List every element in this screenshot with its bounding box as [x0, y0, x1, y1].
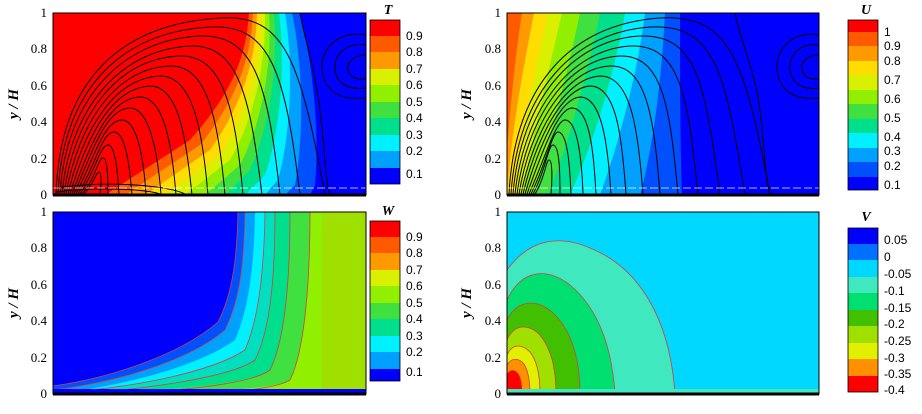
y-tick-label: 0.2 — [485, 151, 501, 166]
colorbar-tick: -0.4 — [884, 383, 905, 397]
y-tick-label: 0 — [495, 187, 502, 202]
colorbar-tick: -0.05 — [884, 267, 912, 281]
u-velocity-contour-field — [507, 13, 819, 195]
y-tick-label: 0.6 — [31, 78, 48, 93]
y-tick-label: 0.4 — [485, 114, 502, 129]
y-tick-label: 0.2 — [31, 151, 47, 166]
u-velocity-streamlines — [508, 13, 819, 195]
colorbar-tick: 0.3 — [406, 329, 423, 343]
y-axis-label: y / H — [459, 287, 475, 320]
colorbar-tick: 0.6 — [406, 78, 423, 92]
colorbar-tick: 0.9 — [406, 230, 423, 244]
temperature-colorbar: T 0.9 0.8 0.7 0.6 0.5 0.4 0.3 0.2 0.1 — [369, 3, 423, 185]
w-velocity-colorbar: W 0.9 0.8 0.7 0.6 0.5 0.4 0.3 0.2 0.1 — [369, 204, 423, 382]
colorbar-tick: 0.9 — [884, 39, 901, 53]
colorbar-tick: 0.6 — [884, 92, 901, 106]
colorbar-tick: 0.6 — [406, 279, 423, 293]
w-velocity-y-axis: 0 0.2 0.4 0.6 0.8 1 y / H — [6, 204, 48, 401]
v-velocity-contour-field — [507, 212, 819, 394]
y-tick-label: 0.4 — [31, 114, 48, 129]
panel-v-velocity: 0 0.2 0.4 0.6 0.8 1 y / H V 0.05 0 -0.05… — [459, 204, 912, 401]
colorbar-tick: -0.1 — [884, 284, 905, 298]
panel-w-velocity: 0 0.2 0.4 0.6 0.8 1 y / H W 0.9 0.8 0.7 … — [6, 204, 423, 401]
colorbar-tick: 0.5 — [406, 296, 423, 310]
colorbar-tick: -0.2 — [884, 317, 905, 331]
colorbar-tick: 0.3 — [884, 144, 901, 158]
colorbar-tick: 0.7 — [406, 62, 423, 76]
colorbar-tick: 0.5 — [884, 111, 901, 125]
v-velocity-isolines — [507, 240, 676, 394]
y-tick-label: 1 — [495, 5, 502, 20]
temperature-contour-field — [53, 13, 366, 195]
y-tick-label: 0.6 — [31, 277, 48, 292]
panel-temperature: 0 0.2 0.4 0.6 0.8 1 y / H T 0.9 0.8 0.7 … — [6, 3, 423, 202]
colorbar-tick: 0.7 — [406, 263, 423, 277]
temperature-streamlines — [55, 13, 366, 195]
panel-u-velocity: 0 0.2 0.4 0.6 0.8 1 y / H U 1 0.9 0.8 — [459, 3, 901, 202]
v-velocity-colorbar: V 0.05 0 -0.05 -0.1 -0.15 -0.2 -0.25 -0.… — [847, 210, 912, 397]
y-tick-label: 0 — [41, 187, 48, 202]
colorbar-tick: 0.2 — [884, 159, 901, 173]
y-tick-label: 0 — [41, 386, 48, 401]
y-tick-label: 0.4 — [485, 313, 502, 328]
colorbar-title: U — [861, 3, 872, 18]
colorbar-tick: 0.1 — [884, 178, 901, 192]
colorbar-tick: 0.3 — [406, 128, 423, 142]
y-tick-label: 0.2 — [485, 350, 501, 365]
y-tick-label: 0 — [495, 386, 502, 401]
colorbar-tick: 0.7 — [884, 73, 901, 87]
colorbar-tick: 0.8 — [406, 246, 423, 260]
y-axis-label: y / H — [6, 287, 22, 320]
colorbar-title: W — [382, 204, 396, 219]
colorbar-tick: -0.3 — [884, 351, 905, 365]
colorbar-tick: 0.9 — [406, 29, 423, 43]
u-velocity-colorbar: U 1 0.9 0.8 0.7 0.6 0.5 0.4 0.3 0.2 0.1 — [847, 3, 901, 192]
colorbar-tick: -0.35 — [884, 367, 912, 381]
y-tick-label: 1 — [41, 5, 48, 20]
u-velocity-y-axis: 0 0.2 0.4 0.6 0.8 1 y / H — [459, 5, 502, 202]
colorbar-tick: 1 — [884, 25, 891, 39]
y-tick-label: 1 — [495, 204, 502, 219]
colorbar-tick: 0.2 — [406, 345, 423, 359]
colorbar-title: V — [861, 210, 872, 225]
y-axis-label: y / H — [6, 88, 22, 121]
colorbar-tick: -0.15 — [884, 301, 912, 315]
v-velocity-y-axis: 0 0.2 0.4 0.6 0.8 1 y / H — [459, 204, 502, 401]
colorbar-tick: 0.05 — [884, 233, 908, 247]
colorbar-tick: 0.1 — [406, 167, 423, 181]
colorbar-tick: -0.25 — [884, 334, 912, 348]
y-tick-label: 0.8 — [485, 240, 501, 255]
colorbar-tick: 0.5 — [406, 95, 423, 109]
y-tick-label: 0.6 — [485, 78, 502, 93]
colorbar-tick: 0.4 — [406, 312, 423, 326]
colorbar-tick: 0.4 — [406, 111, 423, 125]
colorbar-tick: 0.8 — [406, 45, 423, 59]
y-tick-label: 0.8 — [31, 240, 47, 255]
y-tick-label: 0.6 — [485, 277, 502, 292]
y-tick-label: 0.8 — [31, 41, 47, 56]
y-tick-label: 0.4 — [31, 313, 48, 328]
colorbar-tick: 0 — [884, 250, 891, 264]
w-velocity-contour-field — [53, 212, 366, 394]
colorbar-tick: 0.4 — [884, 130, 901, 144]
y-axis-label: y / H — [459, 88, 475, 121]
colorbar-tick: 0.8 — [884, 54, 901, 68]
y-tick-label: 0.8 — [485, 41, 501, 56]
colorbar-tick: 0.2 — [406, 144, 423, 158]
colorbar-title: T — [384, 3, 394, 18]
temperature-y-axis: 0 0.2 0.4 0.6 0.8 1 y / H — [6, 5, 48, 202]
y-tick-label: 0.2 — [31, 350, 47, 365]
colorbar-tick: 0.1 — [406, 365, 423, 379]
y-tick-label: 1 — [41, 204, 48, 219]
